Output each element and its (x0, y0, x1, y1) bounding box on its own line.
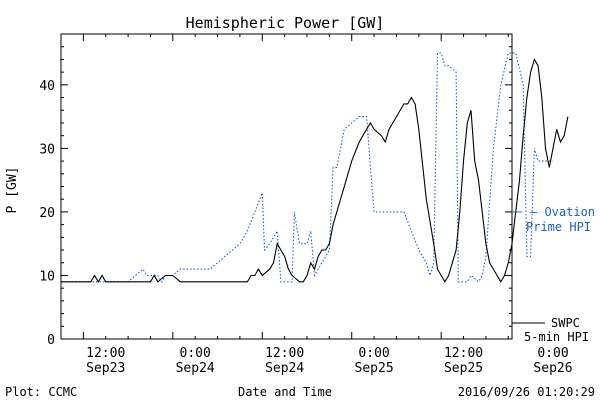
ovation-legend-label: – Ovation (530, 205, 595, 219)
y-tick-label: 40 (39, 79, 55, 94)
y-tick-label: 0 (47, 333, 55, 348)
x-tick-label-date: Sep25 (355, 361, 394, 376)
swpc-legend-label-2: 5-min HPI (524, 330, 589, 344)
x-axis: 12:00Sep230:00Sep2412:00Sep240:00Sep2512… (82, 34, 573, 376)
ovation-prime-hpi-line (61, 52, 553, 283)
y-axis-label: P [GW] (5, 167, 20, 214)
y-axis: 0 10 20 30 40 (39, 33, 512, 348)
y-tick-label: 30 (39, 142, 55, 157)
x-tick-label-date: Sep24 (176, 361, 215, 376)
x-tick-label-time: 0:00 (180, 346, 211, 361)
plot-timestamp: 2016/09/26 01:20:29 (458, 385, 595, 399)
x-tick-label-time: 12:00 (86, 346, 125, 361)
x-tick-label-date: Sep26 (533, 361, 572, 376)
plot-frame (60, 33, 513, 340)
swpc-hpi-line (61, 58, 569, 283)
chart-title: Hemispheric Power [GW] (186, 14, 385, 32)
y-tick-label: 20 (39, 206, 55, 221)
x-tick-label-time: 12:00 (444, 346, 483, 361)
x-tick-label-time: 12:00 (265, 346, 304, 361)
plot-credit: Plot: CCMC (5, 385, 77, 399)
x-tick-label-date: Sep23 (86, 361, 125, 376)
y-tick-label: 10 (39, 269, 55, 284)
series-layer (61, 52, 569, 283)
x-tick-label-date: Sep25 (444, 361, 483, 376)
swpc-legend-label: SWPC (551, 316, 580, 330)
x-tick-label-date: Sep24 (265, 361, 304, 376)
x-axis-label: Date and Time (238, 385, 332, 399)
x-tick-label-time: 0:00 (537, 346, 568, 361)
x-tick-label-time: 0:00 (358, 346, 389, 361)
ovation-legend-label-2: Prime HPI (526, 220, 591, 234)
